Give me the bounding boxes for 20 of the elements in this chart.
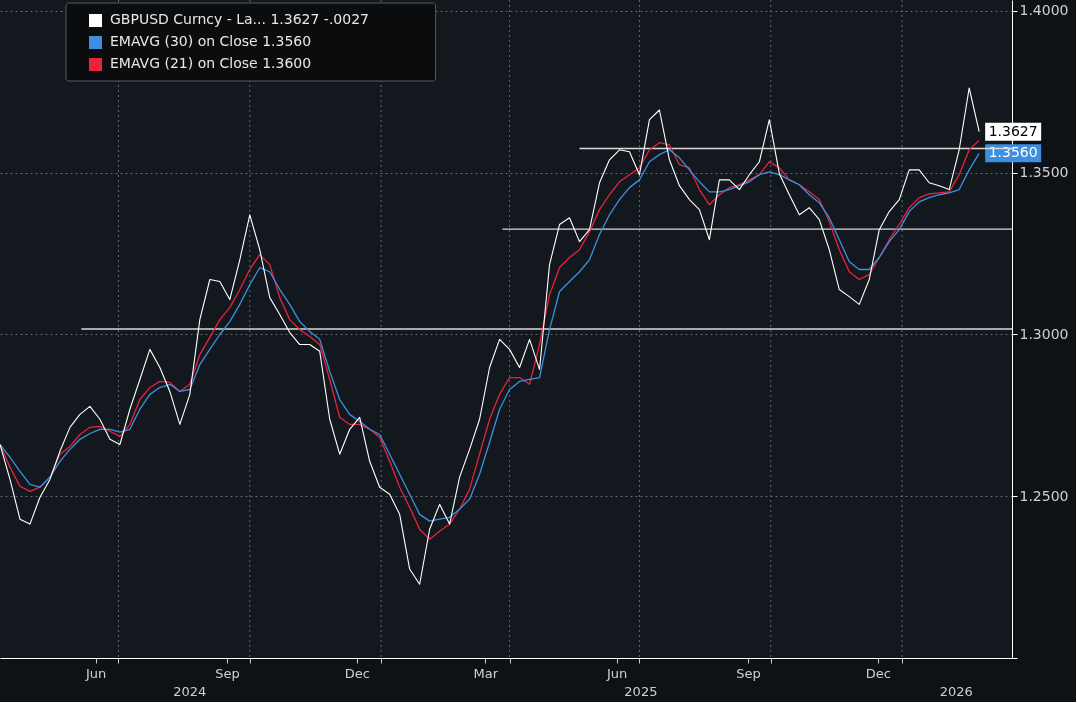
data-label: 1.3627 — [988, 122, 1038, 139]
x-tick-label: Jun — [84, 665, 107, 681]
line-series — [0, 87, 980, 585]
legend-label: GBPUSD Curncy - La... 1.3627 -.0027 — [110, 11, 369, 27]
legend-label: EMAVG (21) on Close 1.3600 — [110, 55, 312, 71]
x-tick-label: Dec — [344, 665, 370, 681]
x-tick-label: Mar — [473, 665, 499, 681]
text: 2026 — [939, 684, 973, 699]
x-tick-label: Jun — [605, 665, 628, 681]
y-tick-label: 1.2500 — [1019, 487, 1069, 504]
y-tick-label: 1.3500 — [1019, 164, 1069, 181]
text: 2025 — [624, 684, 658, 699]
x-tick-label: Sep — [215, 665, 240, 681]
x-tick-label: Sep — [736, 665, 761, 681]
y-tick-label: 1.4000 — [1019, 2, 1069, 19]
legend-label: EMAVG (30) on Close 1.3560 — [110, 33, 312, 49]
data-label: 1.3560 — [988, 144, 1038, 161]
x-tick-label: Dec — [865, 665, 891, 681]
text: 2024 — [173, 684, 207, 699]
y-tick-label: 1.3000 — [1019, 326, 1069, 342]
